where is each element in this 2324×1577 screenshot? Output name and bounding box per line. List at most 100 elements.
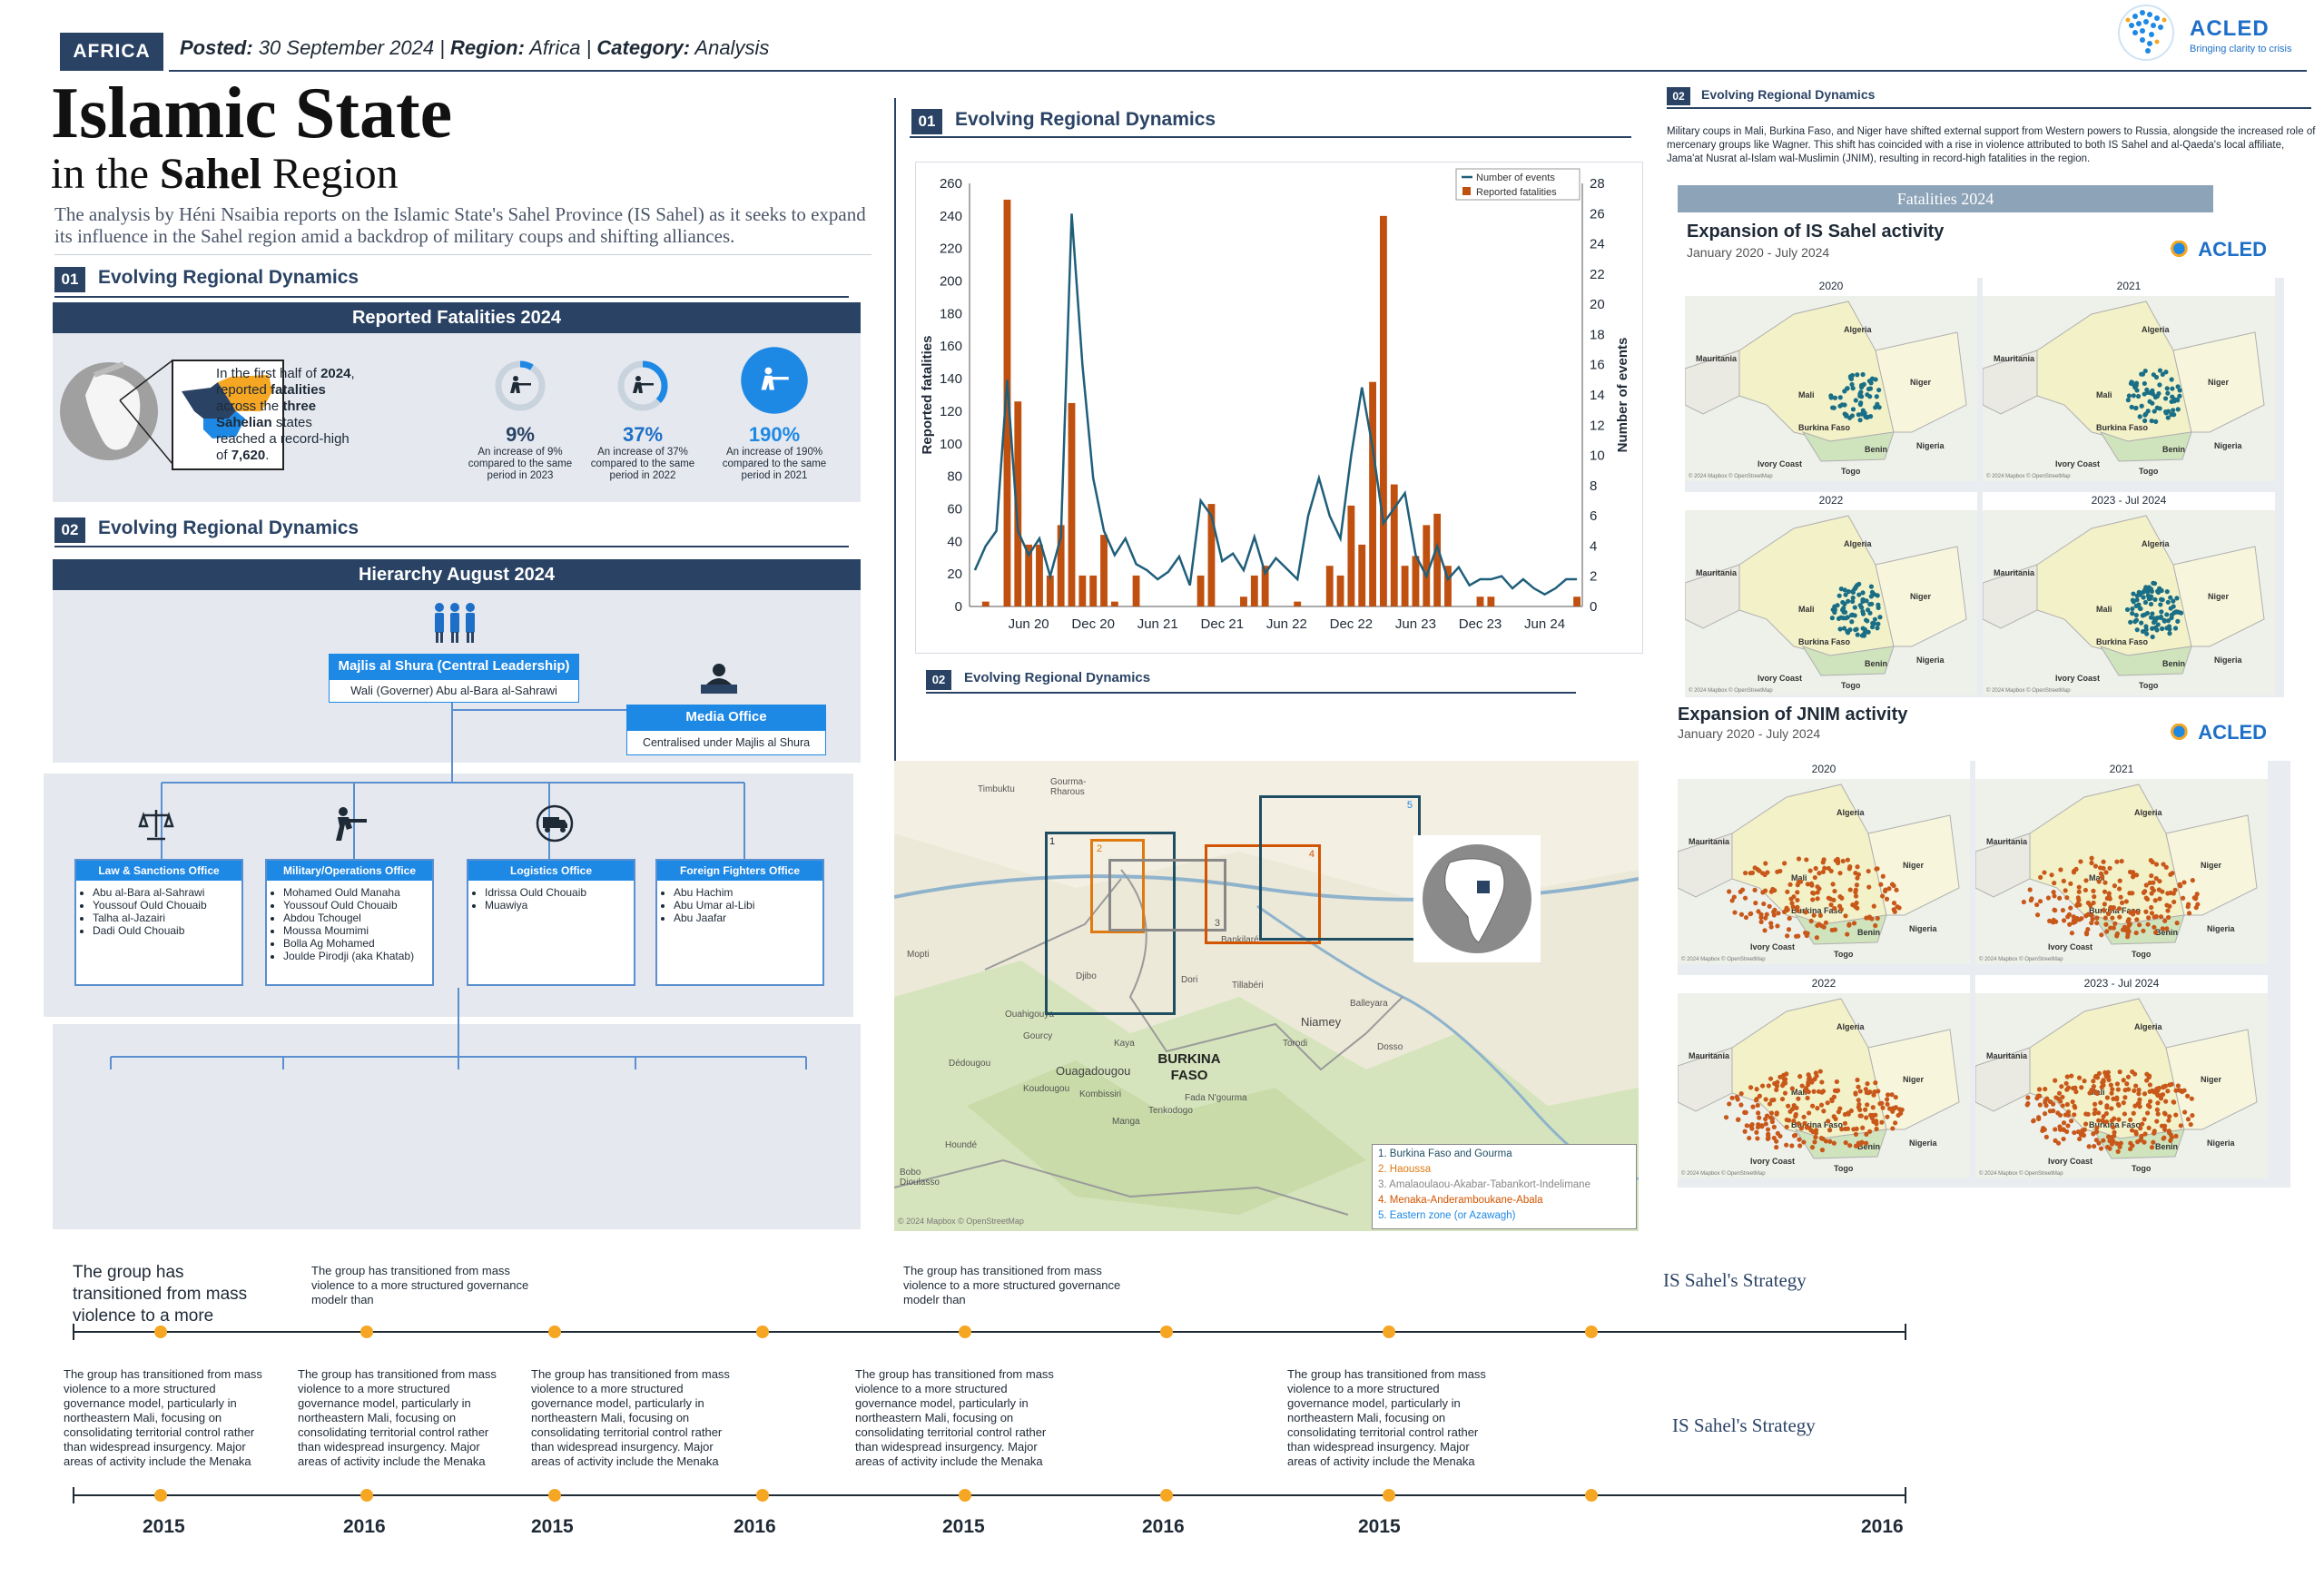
jnim-activity-map[interactable]: 2022 Algeria Mauritania Mali Niger Burkina Fa…	[1678, 975, 1970, 1178]
fatalities-bar[interactable]	[1358, 544, 1366, 606]
fatalities-bar[interactable]	[1433, 513, 1442, 606]
region-value[interactable]: Africa	[529, 36, 581, 59]
is-activity-map[interactable]: 2023 - Jul 2024 Algeria Mauritania Mali Nige…	[1983, 492, 2275, 695]
fatalities-bar[interactable]	[1240, 596, 1247, 606]
fatalities-bar[interactable]	[1089, 575, 1098, 606]
event-dot	[2036, 1115, 2042, 1120]
fatalities-bar[interactable]	[1444, 566, 1452, 606]
fatalities-bar[interactable]	[1401, 566, 1409, 606]
fatalities-bar[interactable]	[1025, 544, 1033, 606]
fatalities-bar[interactable]	[1207, 504, 1216, 606]
acled-logo[interactable]: ACLED Bringing clarity to crisis	[2115, 2, 2319, 62]
event-dot	[1853, 893, 1859, 899]
fatalities-bar[interactable]	[1390, 484, 1398, 606]
fatalities-bar[interactable]	[1476, 596, 1484, 606]
office-card[interactable]: Law & Sanctions Office Abu al-Bara al-Sa…	[74, 859, 243, 986]
fatalities-bar[interactable]	[1369, 381, 1376, 606]
fatalities-bar[interactable]	[1487, 596, 1495, 606]
year-dot[interactable]	[756, 1489, 769, 1502]
fatalities-bar[interactable]	[1078, 575, 1087, 606]
event-dot	[2034, 912, 2041, 918]
fatalities-bar[interactable]	[981, 601, 990, 606]
fatalities-bar[interactable]	[1036, 544, 1043, 606]
event-dot	[2145, 409, 2151, 414]
country-name: Burkina Faso	[1791, 1120, 1844, 1129]
fatalities-bar[interactable]	[1336, 575, 1344, 606]
media-office-box[interactable]: Media Office	[626, 705, 826, 730]
timeline-dot[interactable]	[154, 1326, 167, 1338]
timeline-dot[interactable]	[1383, 1326, 1395, 1338]
events-line[interactable]	[973, 213, 1578, 596]
event-dot	[2167, 631, 2172, 636]
fatalities-bar[interactable]	[1014, 401, 1022, 606]
fatalities-bar[interactable]	[1046, 575, 1054, 606]
fatalities-bar[interactable]	[1132, 575, 1140, 606]
fatalities-bar[interactable]	[1250, 575, 1258, 606]
fatalities-bar[interactable]	[1573, 596, 1581, 606]
mauritania-shape	[1678, 1047, 1733, 1112]
event-dot	[2152, 924, 2157, 930]
timeline-dot[interactable]	[360, 1326, 373, 1338]
fatalities-bar[interactable]	[1412, 556, 1420, 606]
is-activity-map[interactable]: 2021 Algeria Mauritania Mali Niger Burkina Fa…	[1983, 278, 2275, 481]
event-dot	[2142, 368, 2148, 374]
is-activity-map[interactable]: 2020 Algeria Mauritania Mali Niger Burkina Fa…	[1685, 278, 1977, 481]
fatalities-bar[interactable]	[1100, 535, 1108, 606]
zone-4-box[interactable]: 4	[1205, 844, 1321, 944]
zones-map[interactable]: Timbuktu Gourma-Rharous Mopti Djibo Dori…	[894, 761, 1639, 1231]
year-dot[interactable]	[959, 1489, 971, 1502]
zone-2-box[interactable]: 2	[1090, 839, 1145, 933]
jnim-activity-map[interactable]: 2023 - Jul 2024AlgeriaMauritaniaMaliNige…	[1975, 975, 2268, 1178]
event-dot	[1822, 865, 1827, 871]
is-activity-map[interactable]: 2022 Algeria Mauritania Mali Niger Burkina Fa…	[1685, 492, 1977, 695]
country-name: Mauritania	[1994, 568, 2035, 577]
fatalities-bar[interactable]	[1068, 402, 1076, 606]
event-dot	[1767, 1101, 1773, 1107]
timeline-dot[interactable]	[959, 1326, 971, 1338]
event-dot	[1755, 1136, 1760, 1141]
year-dot[interactable]	[548, 1489, 561, 1502]
office-card[interactable]: Military/Operations Office Mohamed Ould …	[265, 859, 434, 986]
fatalities-bar[interactable]	[1003, 199, 1011, 606]
region-tag[interactable]: AFRICA	[60, 33, 163, 71]
zone-1-box[interactable]: 1	[1045, 832, 1176, 1015]
fatalities-bar[interactable]	[1261, 566, 1269, 606]
timeline-dot[interactable]	[548, 1326, 561, 1338]
zone-5-box[interactable]: 5	[1259, 795, 1421, 941]
event-dot	[2092, 894, 2097, 900]
fatalities-bar[interactable]	[1110, 601, 1118, 606]
country-name: Nigeria	[1916, 441, 1945, 450]
year-dot[interactable]	[1160, 1489, 1173, 1502]
jnim-activity-map[interactable]: 2020 Algeria Mauritania Mali Niger Burkina Fa…	[1678, 761, 1970, 964]
fatalities-bar[interactable]	[1325, 566, 1334, 606]
event-dot	[2142, 599, 2149, 606]
event-dot	[2175, 384, 2181, 389]
fatalities-bar[interactable]	[1380, 215, 1387, 606]
jnim-activity-map[interactable]: 2021 Algeria Mauritania Mali Niger Burkina Fa…	[1975, 761, 2268, 964]
event-dot	[2145, 922, 2151, 927]
zone-3-box[interactable]: 3	[1108, 859, 1226, 931]
office-card[interactable]: Foreign Fighters Office Abu Hachim Abu U…	[655, 859, 824, 986]
fatalities-bar[interactable]	[1294, 601, 1302, 606]
timeline-dot[interactable]	[756, 1326, 769, 1338]
event-dot	[2110, 1134, 2115, 1140]
event-dot	[2118, 1140, 2123, 1146]
event-dot	[2149, 904, 2154, 911]
event-dot	[2027, 887, 2033, 892]
year-dot[interactable]	[360, 1489, 373, 1502]
y-tick-label: 220	[940, 241, 962, 257]
fatalities-bar[interactable]	[1057, 525, 1065, 606]
office-card[interactable]: Logistics Office Idrissa Ould Chouaib Mu…	[467, 859, 635, 986]
timeline-dot[interactable]	[1160, 1326, 1173, 1338]
event-dot	[2178, 610, 2184, 616]
year-dot[interactable]	[1585, 1489, 1598, 1502]
map-label: Mopti	[907, 950, 930, 960]
leadership-box[interactable]: Majlis al Shura (Central Leadership)	[329, 654, 579, 679]
fatalities-bar[interactable]	[1196, 575, 1205, 606]
year-dot[interactable]	[154, 1489, 167, 1502]
timeline-dot[interactable]	[1585, 1326, 1598, 1338]
fatalities-bar[interactable]	[1423, 525, 1431, 606]
category-value[interactable]: Analysis	[694, 36, 770, 59]
year-dot[interactable]	[1383, 1489, 1395, 1502]
fatalities-bar[interactable]	[1347, 505, 1355, 606]
